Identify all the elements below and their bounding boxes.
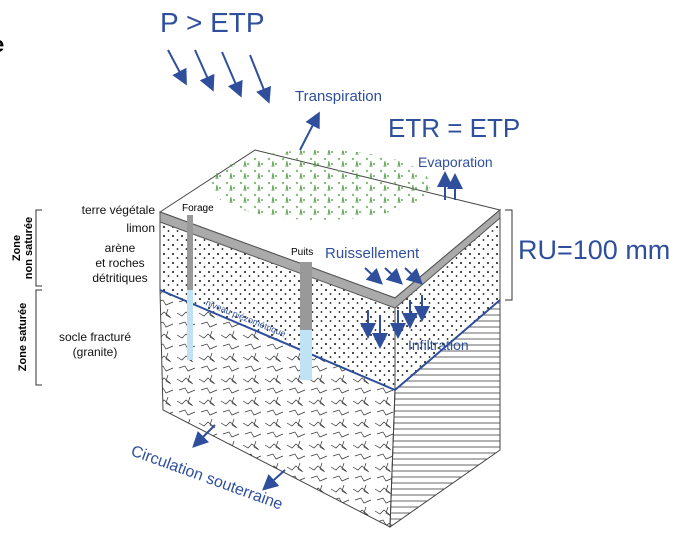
zone-label: Zone saturée (17, 303, 29, 371)
etr: ETR = ETP (388, 113, 520, 143)
layer-label: (granite) (73, 345, 118, 359)
runoff: Ruissellement (325, 245, 420, 262)
zone-label: non saturée (23, 217, 35, 279)
block (158, 149, 502, 528)
ru: RU=100 mm (518, 235, 670, 265)
evaporation: Evaporation (418, 154, 493, 170)
header-fragment: e (0, 32, 4, 57)
zone-labels: Zone non saturée Zone saturée (11, 217, 35, 371)
layer-label: et roches (95, 256, 144, 270)
arrows (167, 49, 463, 491)
layer-label: socle fracturé (59, 330, 131, 344)
transpiration: Transpiration (295, 88, 382, 105)
borehole: Forage (182, 203, 214, 214)
layer-label: arène (105, 241, 136, 255)
zone-brackets (35, 209, 513, 386)
well: Puits (291, 247, 313, 258)
precipitation: P > ETP (160, 7, 265, 38)
infiltration: Infiltration (408, 337, 469, 353)
zone-label: Zone (11, 235, 23, 261)
layer-label: limon (126, 221, 155, 235)
layer-label: détritiques (92, 271, 147, 285)
layer-label: terre végétale (82, 203, 156, 217)
